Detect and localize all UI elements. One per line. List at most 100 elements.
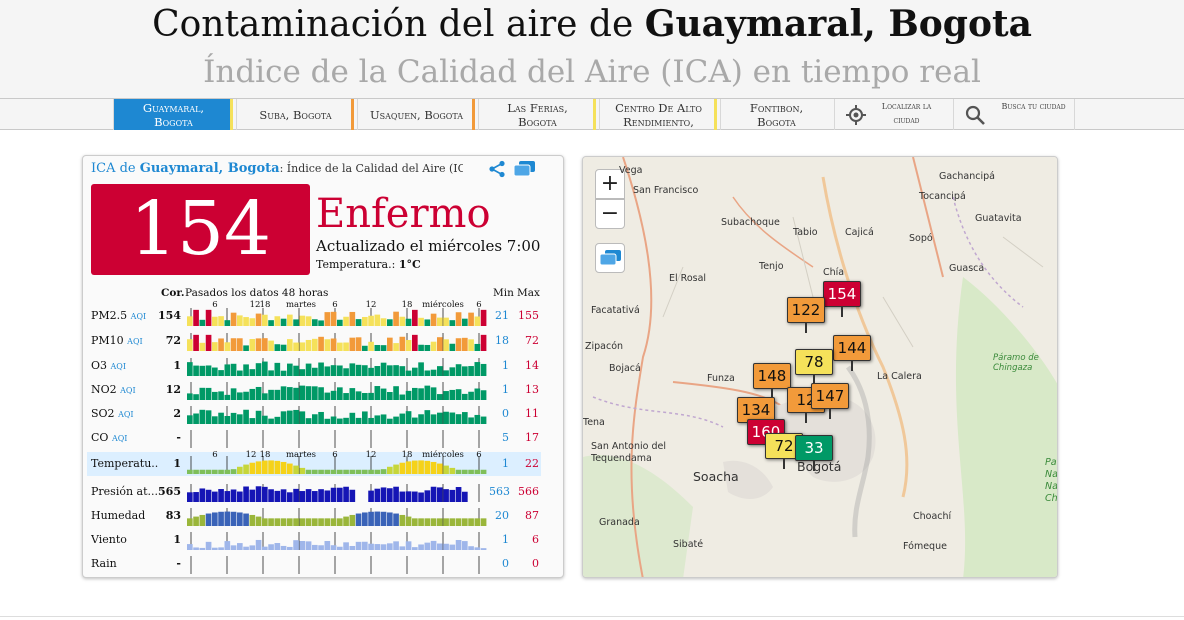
pollutant-row[interactable]: Humedad 83 20 87 [87, 504, 541, 528]
history-bar [312, 491, 318, 502]
history-bar [193, 334, 199, 351]
map-aqi-marker[interactable]: 144 [833, 335, 871, 371]
history-bar [424, 319, 431, 326]
history-bar [443, 543, 449, 550]
history-bar [287, 492, 293, 502]
history-bar [218, 391, 224, 400]
history-bar [324, 312, 331, 326]
map-aqi-marker[interactable]: 147 [811, 383, 849, 419]
history-bar [243, 546, 249, 550]
map-place-label: Gachancipá [939, 171, 995, 182]
pollutant-row[interactable]: Rain - 0 0 [87, 552, 541, 576]
history-bar [468, 546, 474, 550]
zoom-out-button[interactable]: − [595, 199, 625, 229]
map-place-label: Zipacón [585, 341, 624, 352]
pollutant-row[interactable]: PM2.5 AQI 154 21 155 [87, 304, 541, 328]
history-bar [430, 486, 437, 502]
footer-divider [0, 616, 1184, 617]
history-bar [268, 460, 274, 474]
tick-label: 6 [212, 300, 218, 310]
history-bar [305, 363, 312, 376]
pollutant-name: CO AQI [91, 431, 159, 446]
history-bar [393, 416, 399, 424]
history-bar [312, 386, 318, 400]
history-bar [193, 547, 199, 550]
history-bar [368, 315, 374, 326]
history-bar [355, 469, 362, 474]
share-icon[interactable] [487, 160, 509, 178]
map-aqi-marker[interactable]: 78 [795, 349, 833, 385]
map-panel[interactable]: + − Vega San Francisco Subachoque Tabio Caji… [582, 156, 1058, 578]
pollutant-row[interactable]: O3 AQI 1 1 14 [87, 354, 541, 378]
history-bar [274, 344, 281, 351]
history-bar [387, 337, 393, 351]
history-bar [424, 385, 431, 400]
pollutant-row[interactable]: NO2 AQI 12 1 13 [87, 378, 541, 402]
map-place-label: Pa Na Na Chi [1045, 457, 1058, 504]
map-aqi-marker[interactable]: 148 [753, 363, 791, 399]
history-bar [437, 317, 443, 326]
map-layers-button[interactable] [595, 243, 625, 273]
history-bar [205, 387, 212, 400]
history-bar [412, 417, 418, 424]
history-bar [249, 388, 256, 400]
pollutant-current-value: 12 [165, 383, 181, 396]
history-bar [449, 412, 456, 424]
map-place-label: Tabio [793, 227, 818, 238]
pollutant-min-value: 563 [489, 485, 510, 498]
windows-icon[interactable] [513, 160, 537, 178]
tick-label: 18 [401, 300, 413, 310]
map-place-label: Granada [599, 517, 640, 528]
nav-item-fontibon[interactable]: Fontibon, Bogota [720, 99, 832, 130]
map-aqi-marker[interactable]: 154 [823, 281, 861, 317]
search-city-button[interactable]: Busca tu ciudad [953, 99, 1075, 130]
pollutant-max-value: 6 [532, 533, 539, 546]
pollutant-row[interactable]: CO AQI - 5 17 [87, 426, 541, 450]
nav-item-label: Las Ferias, Bogota [507, 100, 568, 129]
history-bar [480, 309, 487, 326]
history-bar [455, 469, 462, 474]
history-bar [324, 366, 331, 376]
history-bar [330, 416, 337, 424]
nav-item-centro-alto-rendimiento[interactable]: Centro De Alto Rendimiento, [599, 99, 717, 130]
nav-item-usaquen[interactable]: Usaquen, Bogota [357, 99, 475, 130]
nav-item-suba[interactable]: Suba, Bogota [236, 99, 354, 130]
history-bar [405, 340, 412, 351]
nav-item-las-ferias[interactable]: Las Ferias, Bogota [478, 99, 596, 130]
history-bar [249, 318, 256, 326]
history-bar [412, 518, 418, 526]
locate-city-button[interactable]: Localizar la ciudad [834, 99, 952, 130]
pollutant-history-chart [190, 430, 480, 448]
panel-title-city[interactable]: Guaymaral, Bogota [139, 161, 280, 176]
history-bar [305, 541, 312, 550]
map-aqi-marker[interactable]: 33 [795, 435, 833, 471]
nav-item-guaymaral[interactable]: Guaymaral, Bogota [113, 99, 233, 130]
pollutant-row[interactable]: Viento 1 1 6 [87, 528, 541, 552]
history-bar [187, 393, 193, 400]
history-bar [424, 344, 431, 351]
history-bar [193, 309, 199, 326]
history-bar [430, 540, 437, 550]
pollutant-row[interactable]: Presión at... 565 563 566 [87, 480, 541, 504]
pollutant-row[interactable]: PM10 AQI 72 18 72 [87, 329, 541, 353]
zoom-in-button[interactable]: + [595, 169, 625, 199]
history-bar [293, 342, 299, 351]
history-bar [380, 469, 387, 474]
pollutant-row[interactable]: Temperatu... 1 1 22 [87, 452, 541, 476]
history-bar [305, 469, 312, 474]
history-bar [318, 320, 324, 326]
history-bar [468, 366, 474, 376]
history-bar [418, 388, 424, 400]
history-bar [187, 339, 193, 351]
history-bar [437, 487, 443, 502]
pollutant-row[interactable]: SO2 AQI 2 0 11 [87, 402, 541, 426]
history-bar [405, 491, 412, 502]
history-bar [193, 394, 199, 400]
history-bar [430, 387, 437, 400]
history-bar [287, 314, 293, 326]
history-bar [212, 367, 218, 376]
map-background[interactable] [583, 157, 1058, 578]
history-bar [330, 545, 337, 550]
map-aqi-marker[interactable]: 122 [787, 297, 825, 333]
history-bar [212, 391, 218, 400]
